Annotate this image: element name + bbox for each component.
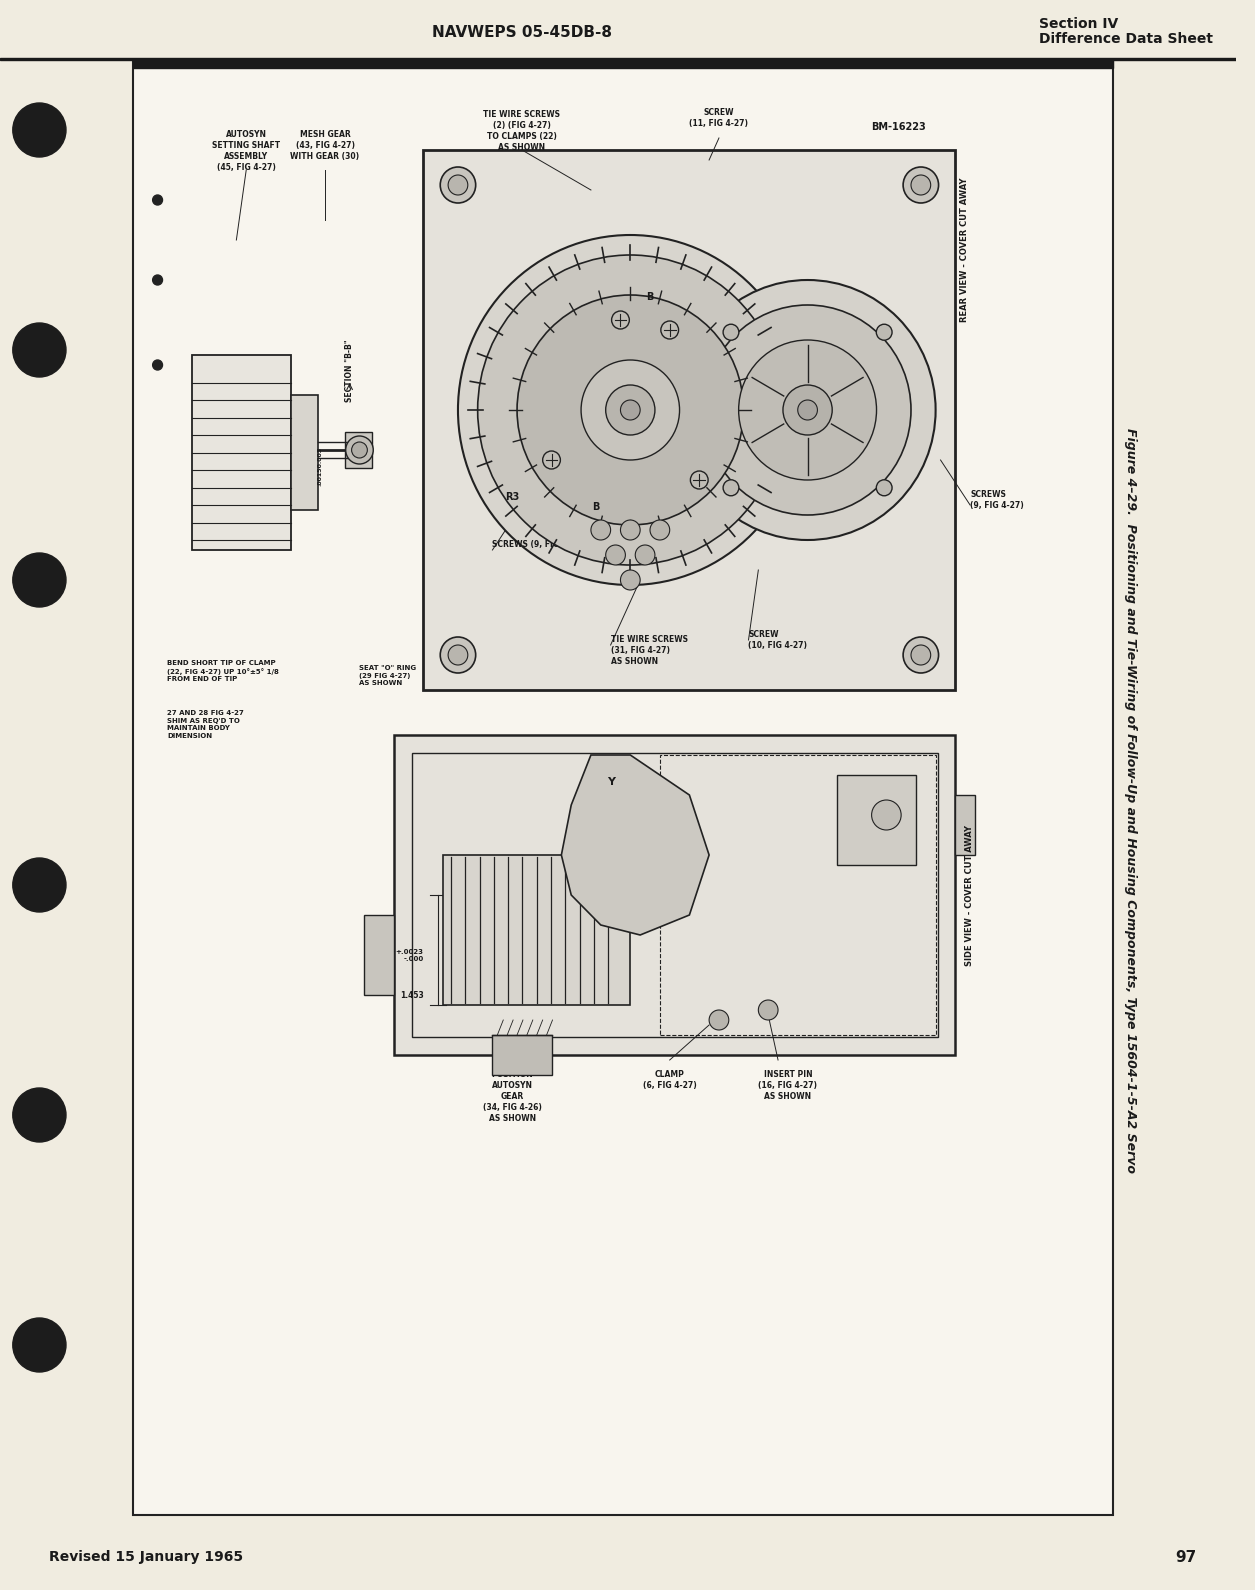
Circle shape (448, 175, 468, 196)
Circle shape (606, 385, 655, 436)
Bar (443, 855, 630, 1005)
Bar (133, 60, 1113, 1515)
Circle shape (478, 254, 783, 564)
Text: SECTION "B-B": SECTION "B-B" (345, 339, 354, 402)
Circle shape (876, 480, 892, 496)
Text: B: B (592, 502, 600, 512)
Text: 1.453: 1.453 (400, 991, 423, 1000)
Circle shape (542, 452, 561, 469)
Circle shape (606, 545, 625, 564)
Text: BM-16223: BM-16223 (871, 122, 926, 132)
Circle shape (517, 296, 743, 525)
Circle shape (13, 323, 67, 377)
Circle shape (904, 638, 939, 673)
Text: Difference Data Sheet: Difference Data Sheet (1039, 32, 1214, 46)
Circle shape (650, 520, 670, 541)
Circle shape (441, 167, 476, 204)
Bar (345, 432, 373, 467)
Bar (660, 755, 936, 1035)
Bar (955, 795, 975, 855)
Bar (133, 59, 1113, 68)
Circle shape (458, 235, 803, 585)
Bar (412, 754, 937, 1037)
Bar (394, 735, 955, 1056)
Text: TIE WIRE SCREWS
(2) (FIG 4-27)
TO CLAMPS (22)
AS SHOWN: TIE WIRE SCREWS (2) (FIG 4-27) TO CLAMPS… (483, 110, 561, 153)
Text: INSERT PIN
(16, FIG 4-27)
AS SHOWN: INSERT PIN (16, FIG 4-27) AS SHOWN (758, 1070, 817, 1102)
Circle shape (904, 167, 939, 204)
Bar (364, 914, 394, 995)
Circle shape (723, 324, 739, 340)
Circle shape (620, 401, 640, 420)
Text: TIE WIRE SCREWS
(31, FIG 4-27)
AS SHOWN: TIE WIRE SCREWS (31, FIG 4-27) AS SHOWN (611, 634, 688, 666)
Text: SCREWS
(9, FIG 4-27): SCREWS (9, FIG 4-27) (970, 490, 1024, 510)
Text: AUTOSYN
SETTING SHAFT
ASSEMBLY
(45, FIG 4-27): AUTOSYN SETTING SHAFT ASSEMBLY (45, FIG … (212, 130, 280, 172)
Circle shape (153, 359, 162, 370)
Circle shape (872, 800, 901, 830)
Text: 97: 97 (1176, 1550, 1196, 1565)
Circle shape (13, 553, 67, 607)
Text: POSITION
AUTOSYN
GEAR
(34, FIG 4-26)
AS SHOWN: POSITION AUTOSYN GEAR (34, FIG 4-26) AS … (483, 1070, 542, 1124)
Bar (492, 1035, 551, 1075)
Circle shape (581, 359, 679, 460)
Circle shape (635, 545, 655, 564)
Circle shape (591, 520, 611, 541)
Text: Y: Y (606, 778, 615, 787)
Circle shape (911, 175, 931, 196)
Circle shape (153, 275, 162, 285)
Circle shape (620, 520, 640, 541)
Text: B: B (646, 293, 654, 302)
Circle shape (798, 401, 817, 420)
Circle shape (876, 324, 892, 340)
Text: Section IV: Section IV (1039, 17, 1118, 30)
Circle shape (611, 312, 629, 329)
Circle shape (345, 436, 373, 464)
Circle shape (153, 196, 162, 205)
Text: Figure 4–29.  Positioning and Tie-Wiring of Follow-Up and Housing Components, Ty: Figure 4–29. Positioning and Tie-Wiring … (1124, 428, 1137, 1172)
Text: Revised 15 January 1965: Revised 15 January 1965 (49, 1550, 243, 1565)
Text: +.0023
-.000: +.0023 -.000 (395, 949, 423, 962)
Circle shape (13, 103, 67, 157)
Text: CLAMP
(6, FIG 4-27): CLAMP (6, FIG 4-27) (643, 1070, 697, 1091)
Polygon shape (561, 755, 709, 935)
Circle shape (13, 859, 67, 913)
Circle shape (661, 321, 679, 339)
Circle shape (13, 1318, 67, 1372)
Bar (837, 774, 916, 865)
Text: .00150.003: .00150.003 (318, 447, 323, 487)
Text: SCREW
(11, FIG 4-27): SCREW (11, FIG 4-27) (689, 108, 748, 129)
Circle shape (739, 340, 876, 480)
Bar (192, 355, 291, 550)
Circle shape (690, 471, 708, 490)
Text: SCREW
(10, FIG 4-27): SCREW (10, FIG 4-27) (748, 630, 807, 650)
Circle shape (723, 480, 739, 496)
Bar (423, 149, 955, 690)
Text: REAR VIEW - COVER CUT AWAY: REAR VIEW - COVER CUT AWAY (960, 178, 969, 323)
Text: MESH GEAR
(43, FIG 4-27)
WITH GEAR (30): MESH GEAR (43, FIG 4-27) WITH GEAR (30) (290, 130, 360, 161)
Circle shape (351, 442, 368, 458)
Text: BEND SHORT TIP OF CLAMP
(22, FIG 4-27) UP 10°±5° 1/8
FROM END OF TIP: BEND SHORT TIP OF CLAMP (22, FIG 4-27) U… (167, 660, 280, 682)
Bar (291, 394, 318, 510)
Circle shape (709, 1010, 729, 1030)
Text: SIDE VIEW - COVER CUT AWAY: SIDE VIEW - COVER CUT AWAY (965, 825, 974, 965)
Circle shape (758, 1000, 778, 1021)
Circle shape (448, 646, 468, 665)
Circle shape (620, 569, 640, 590)
Circle shape (13, 1088, 67, 1142)
Circle shape (704, 305, 911, 515)
Circle shape (783, 385, 832, 436)
Circle shape (679, 280, 936, 541)
Text: NAVWEPS 05-45DB-8: NAVWEPS 05-45DB-8 (432, 24, 612, 40)
Circle shape (441, 638, 476, 673)
Text: 27 AND 28 FIG 4-27
SHIM AS REQ'D TO
MAINTAIN BODY
DIMENSION: 27 AND 28 FIG 4-27 SHIM AS REQ'D TO MAIN… (167, 711, 245, 738)
Circle shape (911, 646, 931, 665)
Text: SEAT "O" RING
(29 FIG 4-27)
AS SHOWN: SEAT "O" RING (29 FIG 4-27) AS SHOWN (359, 665, 417, 685)
Text: SCREWS (9, FIG 4-27): SCREWS (9, FIG 4-27) (492, 541, 585, 549)
Bar (0, 57, 1236, 60)
Text: R3: R3 (505, 491, 520, 502)
